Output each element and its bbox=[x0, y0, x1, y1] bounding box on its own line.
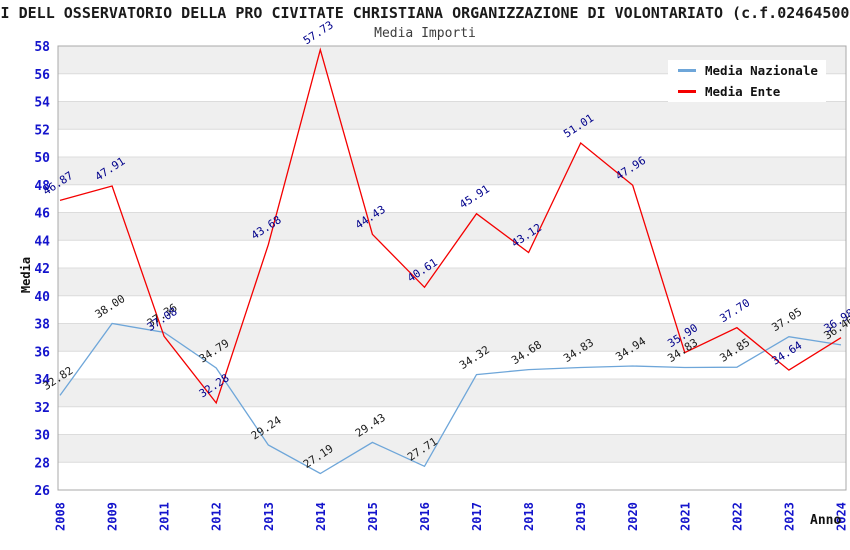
plot-border bbox=[57, 45, 847, 491]
plot-stripe bbox=[58, 212, 846, 241]
x-tick-label: 2024 bbox=[835, 502, 849, 531]
y-tick-label: 42 bbox=[34, 262, 50, 277]
x-tick-label: 2016 bbox=[418, 502, 432, 531]
plot-stripe bbox=[58, 268, 846, 296]
y-tick-label: 40 bbox=[34, 290, 50, 305]
y-tick-label: 36 bbox=[34, 345, 50, 360]
y-tick-label: 34 bbox=[34, 373, 50, 388]
y-tick-label: 50 bbox=[34, 151, 50, 166]
x-tick-label: 2019 bbox=[574, 502, 588, 531]
data-point-label: 37.70 bbox=[717, 296, 752, 325]
series-line-media-ente bbox=[59, 47, 842, 405]
y-tick-label: 30 bbox=[34, 429, 50, 444]
plot-stripe bbox=[58, 434, 846, 463]
y-axis-title: Media bbox=[19, 256, 33, 294]
legend: Media Nazionale Media Ente bbox=[668, 60, 826, 102]
chart-subtitle: Media Importi bbox=[374, 26, 476, 41]
legend-line-swatch-blue bbox=[678, 69, 696, 72]
x-tick-label: 2008 bbox=[54, 502, 68, 531]
series-line-media-nazionale bbox=[59, 322, 842, 475]
legend-label: Media Ente bbox=[705, 84, 781, 99]
title-clip: CI DELL OSSERVATORIO DELLA PRO CIVITATE … bbox=[0, 0, 850, 24]
x-tick-label: 2021 bbox=[678, 502, 692, 531]
y-tick-label: 46 bbox=[34, 207, 50, 222]
y-tick-label: 44 bbox=[34, 234, 50, 249]
y-tick-label: 28 bbox=[34, 456, 50, 471]
x-tick-label: 2009 bbox=[106, 502, 120, 531]
legend-label: Media Nazionale bbox=[705, 63, 818, 78]
legend-item-media-nazionale: Media Nazionale bbox=[668, 60, 826, 81]
y-tick-label: 48 bbox=[34, 179, 50, 194]
x-tick-label: 2015 bbox=[366, 502, 380, 531]
plot-stripe bbox=[58, 379, 846, 407]
x-tick-label: 2011 bbox=[158, 502, 172, 531]
legend-item-media-ente: Media Ente bbox=[668, 81, 826, 102]
data-point-label: 45.91 bbox=[457, 182, 492, 211]
data-point-label: 38.00 bbox=[93, 292, 128, 321]
x-tick-label: 2023 bbox=[782, 502, 796, 531]
plot-stripe bbox=[58, 157, 846, 185]
x-tick-label: 2013 bbox=[262, 502, 276, 531]
y-tick-label: 58 bbox=[34, 40, 50, 55]
x-tick-label: 2014 bbox=[314, 502, 328, 531]
x-tick-label: 2017 bbox=[470, 502, 484, 531]
x-axis-title: Anno bbox=[810, 513, 842, 528]
x-tick-label: 2020 bbox=[626, 502, 640, 531]
x-tick-label: 2018 bbox=[522, 502, 536, 531]
y-tick-label: 56 bbox=[34, 68, 50, 83]
y-tick-label: 32 bbox=[34, 401, 50, 416]
y-tick-label: 54 bbox=[34, 96, 50, 111]
page-title: CI DELL OSSERVATORIO DELLA PRO CIVITATE … bbox=[0, 4, 850, 22]
y-tick-label: 52 bbox=[34, 123, 50, 138]
plot-stripe bbox=[58, 323, 846, 352]
legend-line-swatch-red bbox=[678, 90, 696, 93]
x-tick-label: 2012 bbox=[210, 502, 224, 531]
x-tick-label: 2022 bbox=[730, 502, 744, 531]
y-tick-label: 26 bbox=[34, 484, 50, 499]
y-tick-label: 38 bbox=[34, 318, 50, 333]
plot-stripe bbox=[58, 101, 846, 130]
